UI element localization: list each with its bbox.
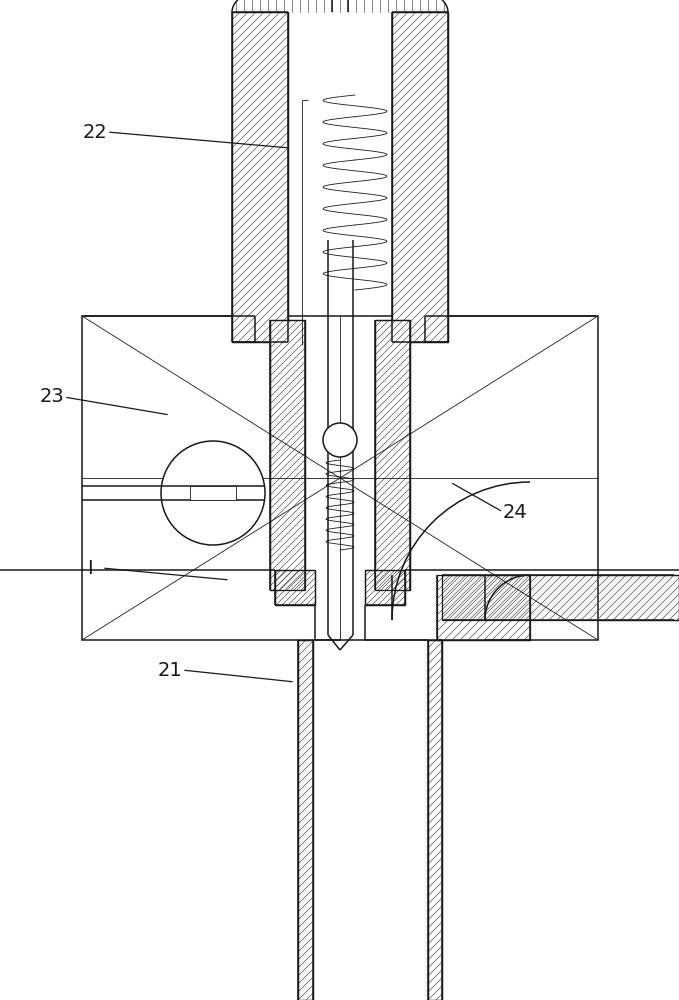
Bar: [298, 640, 313, 1000]
Bar: [270, 320, 305, 590]
Bar: [428, 640, 442, 1000]
Bar: [442, 575, 679, 620]
Bar: [442, 575, 679, 620]
Bar: [392, 12, 448, 342]
Bar: [428, 640, 442, 1000]
Bar: [437, 575, 530, 640]
Text: 22: 22: [83, 122, 107, 141]
Bar: [375, 320, 410, 590]
Bar: [365, 570, 405, 605]
Text: I: I: [87, 558, 93, 578]
Bar: [232, 0, 448, 12]
Text: 24: 24: [502, 502, 528, 522]
Bar: [275, 570, 315, 605]
Bar: [392, 12, 448, 342]
Bar: [365, 570, 405, 605]
Bar: [232, 12, 288, 342]
Circle shape: [161, 441, 265, 545]
Bar: [270, 320, 305, 590]
Bar: [298, 640, 313, 1000]
Text: 21: 21: [158, 660, 183, 680]
Bar: [437, 575, 530, 640]
Bar: [190, 486, 236, 500]
Bar: [275, 570, 315, 605]
Circle shape: [323, 423, 357, 457]
Bar: [82, 316, 598, 640]
Bar: [375, 320, 410, 590]
Text: 23: 23: [39, 387, 65, 406]
Bar: [232, 12, 288, 342]
